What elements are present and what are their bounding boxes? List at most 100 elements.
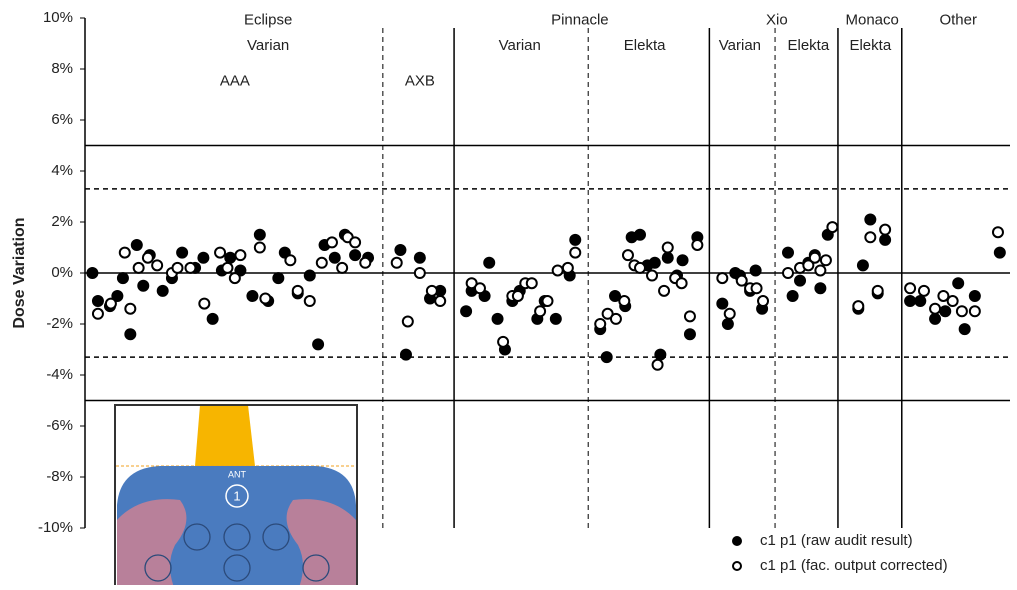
- data-point: [130, 238, 143, 251]
- data-point: [399, 348, 412, 361]
- beam: [195, 406, 255, 466]
- data-point: [413, 267, 426, 279]
- data-point: [312, 338, 325, 351]
- data-point: [955, 305, 968, 318]
- data-point: [259, 292, 272, 305]
- data-point: [782, 267, 794, 279]
- data-point: [394, 244, 407, 257]
- data-point: [325, 236, 338, 249]
- insert: [144, 554, 172, 582]
- data-point: [879, 233, 892, 246]
- legend-marker: [732, 536, 742, 546]
- data-point: [716, 272, 729, 285]
- data-point: [336, 261, 349, 274]
- data-point: [968, 289, 981, 302]
- data-point: [782, 246, 794, 259]
- data-point: [802, 259, 815, 272]
- data-point: [151, 259, 164, 272]
- data-point: [315, 256, 328, 269]
- data-point: [137, 279, 150, 292]
- data-point: [917, 284, 930, 297]
- data-point: [483, 256, 496, 269]
- data-point: [749, 264, 762, 277]
- legend: c1 p1 (raw audit result) c1 p1 (fac. outp…: [732, 532, 948, 574]
- data-point: [328, 251, 341, 264]
- group-label: Elekta: [624, 37, 666, 54]
- data-point: [569, 233, 582, 246]
- data-point: [246, 289, 259, 302]
- data-point: [658, 284, 671, 297]
- data-point: [683, 310, 696, 323]
- y-tick-label: 10%: [43, 9, 73, 26]
- data-point: [284, 254, 297, 267]
- data-point: [91, 295, 104, 308]
- lung-left: [117, 499, 187, 585]
- data-point: [904, 295, 917, 308]
- data-point: [958, 323, 971, 336]
- data-point: [914, 295, 927, 308]
- data-point: [228, 272, 241, 285]
- y-tick-label: 4%: [51, 162, 73, 179]
- insert: [223, 523, 251, 551]
- data-point: [551, 264, 564, 277]
- data-point: [946, 295, 959, 308]
- data-point: [814, 264, 827, 277]
- data-point: [497, 335, 510, 348]
- data-point: [132, 261, 145, 274]
- data-point: [569, 246, 582, 259]
- legend-marker: [732, 561, 742, 571]
- data-point: [601, 307, 614, 320]
- data-point: [808, 251, 821, 264]
- data-point: [413, 251, 426, 264]
- group-label: Pinnacle: [551, 12, 609, 29]
- insert: [183, 523, 211, 551]
- data-point: [198, 297, 211, 310]
- data-point: [359, 256, 372, 269]
- data-point: [91, 307, 104, 320]
- plot-area: 10% 8% 6% 4% 2% 0% -2% -4% -6% -8% -10% Eclipse Vari…: [38, 9, 1010, 536]
- data-point: [549, 312, 562, 325]
- data-point: [621, 249, 634, 262]
- legend-label: c1 p1 (raw audit result): [760, 532, 913, 549]
- data-point: [852, 300, 865, 313]
- data-point: [904, 282, 917, 295]
- data-point: [750, 282, 763, 295]
- phantom: [117, 466, 356, 585]
- group-label: Other: [939, 12, 977, 29]
- group-label: Varian: [719, 37, 761, 54]
- data-point: [618, 295, 631, 308]
- group-label: Varian: [247, 37, 289, 54]
- data-point: [786, 289, 799, 302]
- data-point: [634, 228, 646, 241]
- data-point: [952, 277, 965, 290]
- y-tick-label: -6%: [46, 417, 73, 434]
- insert: [262, 523, 290, 551]
- data-point: [460, 305, 473, 318]
- data-point: [184, 261, 197, 274]
- data-point: [86, 267, 99, 279]
- data-point: [156, 284, 169, 297]
- data-point: [609, 289, 622, 302]
- data-point: [879, 223, 892, 236]
- data-point: [968, 305, 981, 318]
- data-point: [661, 251, 674, 264]
- data-point: [224, 251, 237, 264]
- data-point: [609, 312, 622, 325]
- y-tick-label: 6%: [51, 111, 73, 128]
- group-label: Elekta: [849, 37, 891, 54]
- data-point: [646, 269, 659, 282]
- data-point: [651, 358, 664, 371]
- group-label: Xio: [766, 12, 788, 29]
- data-point: [929, 302, 942, 315]
- data-point: [401, 315, 414, 328]
- data-point: [534, 305, 547, 318]
- data-point: [221, 261, 234, 274]
- data-point: [291, 284, 304, 297]
- data-point: [856, 259, 869, 272]
- group-label: Eclipse: [244, 12, 292, 29]
- data-point: [871, 284, 884, 297]
- data-point: [124, 328, 137, 341]
- data-point: [390, 256, 403, 269]
- y-tick-label: 8%: [51, 60, 73, 77]
